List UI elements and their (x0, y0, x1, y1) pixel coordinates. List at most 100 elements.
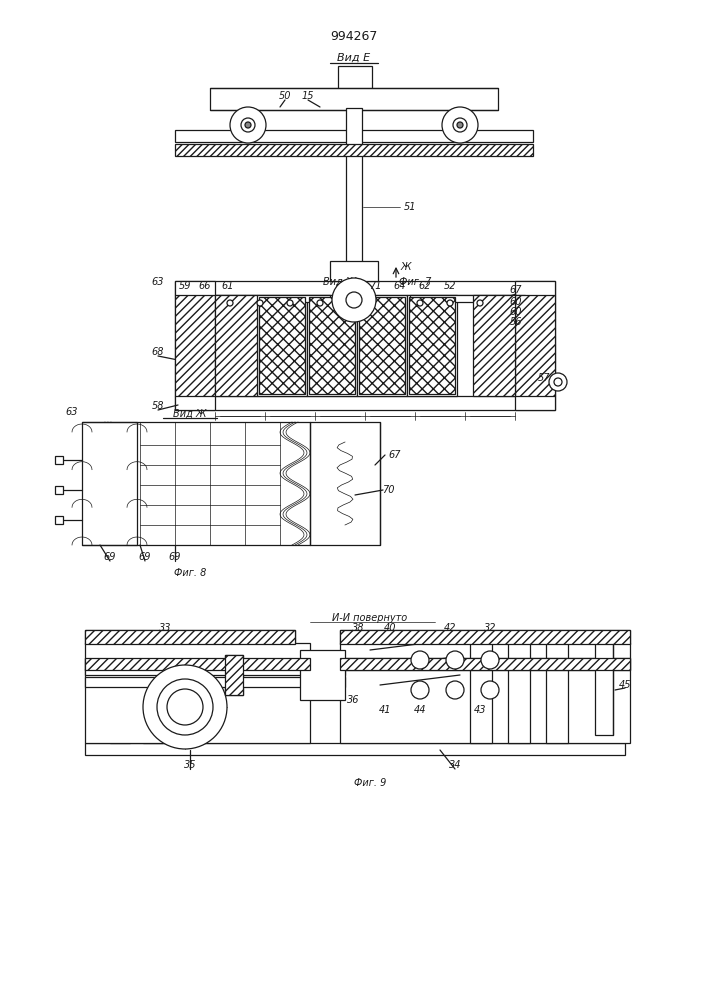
Bar (340, 643, 630, 743)
Bar (175, 295, 215, 396)
Circle shape (447, 300, 453, 306)
Circle shape (446, 651, 464, 669)
Text: 34: 34 (449, 760, 461, 770)
Text: Фиг. 8: Фиг. 8 (174, 568, 206, 578)
Circle shape (167, 689, 203, 725)
Bar (338, 66, 372, 90)
Text: 71: 71 (369, 281, 381, 291)
Circle shape (287, 300, 293, 306)
Circle shape (257, 300, 263, 306)
Circle shape (157, 679, 213, 735)
Text: 41: 41 (379, 705, 391, 715)
Text: 70: 70 (382, 485, 395, 495)
Bar (515, 281, 555, 410)
Bar (409, 297, 455, 394)
Bar (215, 295, 245, 307)
Bar (55, 456, 63, 464)
Bar (515, 295, 555, 396)
Bar (340, 658, 630, 670)
Bar (82, 422, 137, 545)
Text: Вид Ж: Вид Ж (323, 277, 357, 287)
Bar (595, 640, 613, 735)
Bar (473, 295, 515, 396)
Bar (300, 650, 345, 700)
Circle shape (245, 122, 251, 128)
Circle shape (227, 300, 233, 306)
Circle shape (143, 665, 227, 749)
Bar (176, 633, 196, 743)
Circle shape (554, 378, 562, 386)
Bar (175, 396, 555, 410)
Bar (215, 295, 257, 396)
Bar (225, 655, 243, 695)
Text: Фиг. 9: Фиг. 9 (354, 778, 386, 788)
Text: 69: 69 (104, 552, 116, 562)
Text: 52: 52 (444, 281, 456, 291)
Bar (309, 297, 355, 394)
Bar (357, 295, 407, 396)
Bar (175, 130, 533, 142)
Text: 42: 42 (444, 623, 456, 633)
Text: 67: 67 (389, 450, 402, 460)
Circle shape (457, 122, 463, 128)
Text: 62: 62 (419, 281, 431, 291)
Text: 60: 60 (510, 307, 522, 317)
Circle shape (453, 118, 467, 132)
Text: 36: 36 (346, 695, 359, 705)
Text: 51: 51 (404, 202, 416, 212)
Bar (85, 643, 310, 743)
Bar (470, 633, 492, 743)
Bar (55, 516, 63, 524)
Circle shape (442, 107, 478, 143)
Bar (359, 297, 405, 394)
Text: 44: 44 (414, 705, 426, 715)
Text: 66: 66 (199, 281, 211, 291)
Text: 45: 45 (619, 680, 631, 690)
Text: 33: 33 (159, 623, 171, 633)
Bar (143, 633, 163, 743)
Text: 67: 67 (510, 285, 522, 295)
Bar (340, 630, 630, 644)
Text: 32: 32 (484, 623, 496, 633)
Bar (310, 422, 380, 545)
Circle shape (241, 118, 255, 132)
Bar (330, 261, 378, 281)
Bar (175, 281, 555, 295)
Bar (407, 295, 457, 396)
Text: 69: 69 (139, 552, 151, 562)
Circle shape (317, 300, 323, 306)
Text: 38: 38 (352, 623, 364, 633)
Bar (346, 108, 362, 270)
Bar (55, 486, 63, 494)
Text: 58: 58 (152, 401, 164, 411)
Text: 994267: 994267 (330, 29, 378, 42)
Text: 56: 56 (510, 317, 522, 327)
Circle shape (180, 702, 190, 712)
Bar (307, 295, 357, 396)
Text: 40: 40 (384, 623, 396, 633)
Bar (508, 633, 530, 743)
Circle shape (549, 373, 567, 391)
Text: 43: 43 (474, 705, 486, 715)
Bar (85, 630, 295, 644)
Bar (340, 630, 630, 644)
Circle shape (481, 681, 499, 699)
Text: 69: 69 (169, 552, 181, 562)
Text: 57: 57 (538, 373, 550, 383)
Text: Вид Е: Вид Е (337, 53, 370, 63)
Circle shape (477, 300, 483, 306)
Bar (175, 144, 533, 156)
Bar (245, 295, 330, 302)
Bar (175, 281, 215, 410)
Text: 61: 61 (222, 281, 234, 291)
Circle shape (446, 681, 464, 699)
Text: 60: 60 (510, 297, 522, 307)
Bar (210, 88, 498, 110)
Bar (259, 297, 305, 394)
Text: Вид Ж: Вид Ж (173, 409, 206, 419)
Circle shape (481, 651, 499, 669)
Text: 63: 63 (66, 407, 78, 417)
Text: 15: 15 (302, 91, 314, 101)
Bar (85, 743, 625, 755)
Circle shape (332, 278, 376, 322)
